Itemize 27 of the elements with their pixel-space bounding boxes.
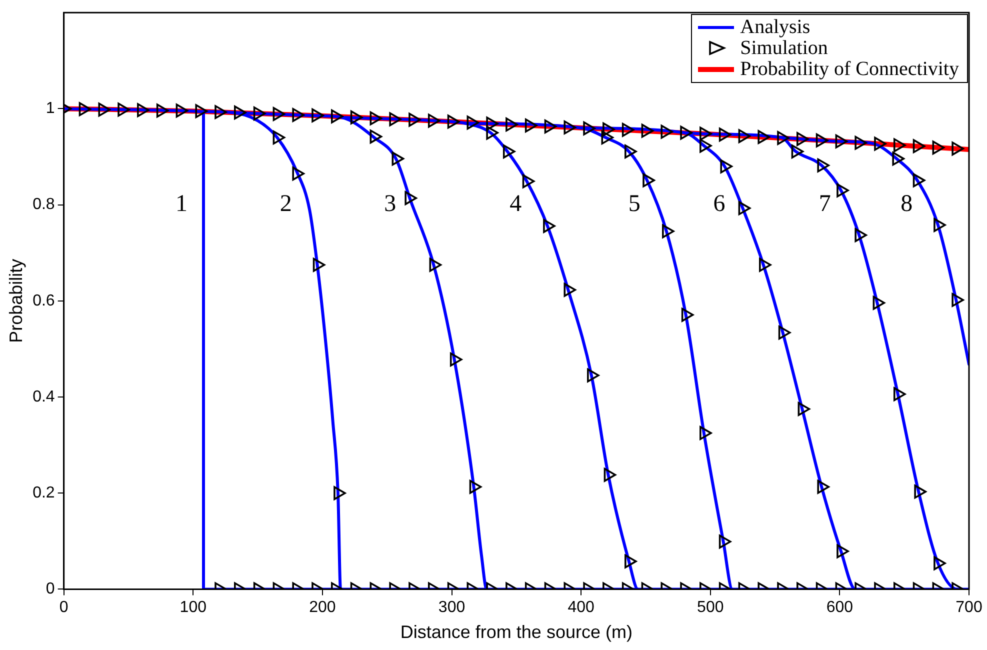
x-tick-label: 300 — [438, 599, 466, 616]
x-tick-label: 500 — [697, 599, 724, 616]
x-axis-title: Distance from the source (m) — [400, 622, 632, 642]
x-tick-label: 600 — [826, 599, 854, 616]
annotation: 1 — [175, 191, 188, 218]
y-tick-label: 0 — [46, 580, 55, 598]
legend-label: Analysis — [740, 16, 810, 38]
annotation: 4 — [510, 191, 522, 218]
annotation: 5 — [628, 191, 640, 218]
y-tick-label: 1 — [46, 100, 55, 118]
y-tick-label: 0.8 — [32, 196, 55, 214]
y-tick-label: 0.4 — [32, 388, 55, 406]
y-tick-label: 0.2 — [32, 484, 55, 502]
annotation: 2 — [280, 191, 292, 218]
y-axis-title: Probability — [6, 258, 26, 343]
x-tick-label: 200 — [309, 599, 336, 616]
legend-label: Probability of Connectivity — [740, 58, 959, 80]
x-tick-label: 100 — [180, 599, 207, 616]
annotation: 7 — [818, 191, 831, 218]
x-tick-label: 400 — [568, 599, 595, 616]
legend-label: Simulation — [740, 36, 828, 59]
annotation: 8 — [900, 191, 913, 218]
x-tick-label: 0 — [59, 599, 68, 616]
annotation: 6 — [713, 191, 726, 218]
y-tick-label: 0.6 — [32, 292, 55, 310]
x-tick-label: 700 — [956, 599, 982, 616]
annotation: 3 — [384, 191, 396, 218]
